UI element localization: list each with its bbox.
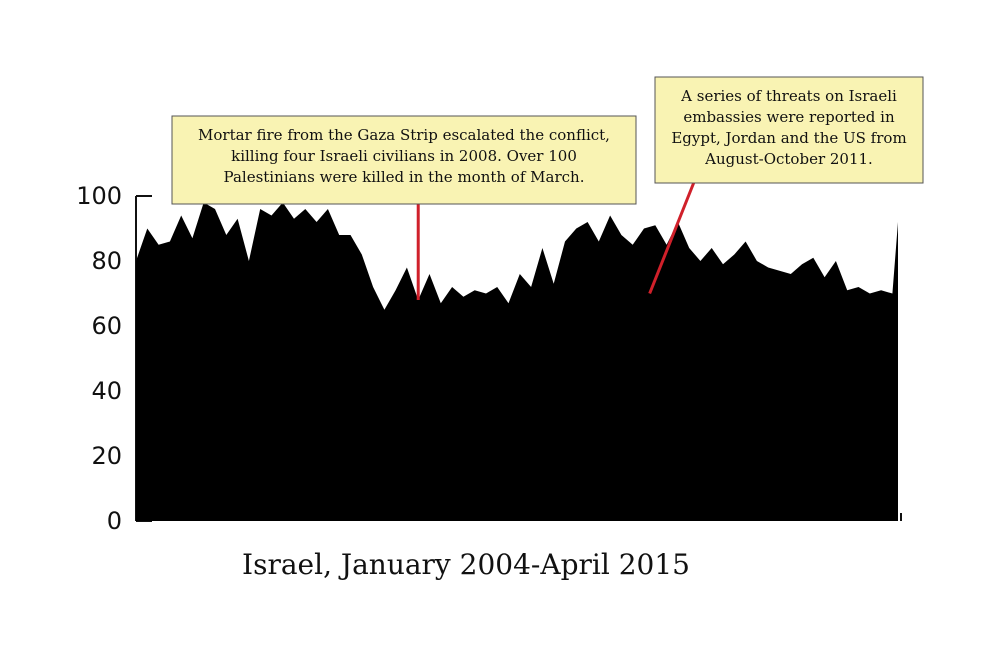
y-tick-label: 20 (91, 442, 122, 470)
y-tick-label: 100 (76, 182, 122, 210)
annotation-text-line: Mortar fire from the Gaza Strip escalate… (198, 126, 610, 144)
annotation-text-line: killing four Israeli civilians in 2008. … (231, 147, 577, 165)
annotation-box (654, 76, 924, 184)
annotation-box (171, 115, 637, 205)
y-tick-label: 60 (91, 312, 122, 340)
annotation-text-line: embassies were reported in (683, 108, 895, 126)
annotation-text-line: Palestinians were killed in the month of… (224, 168, 585, 186)
y-tick-label: 0 (107, 507, 122, 535)
annotation-text-line: Egypt, Jordan and the US from (671, 129, 906, 147)
annotation-pointer (648, 182, 696, 295)
annotations: Mortar fire from the Gaza Strip escalate… (171, 76, 924, 300)
plot-area (136, 202, 898, 521)
y-tick-label: 40 (91, 377, 122, 405)
annotation-text-line: A series of threats on Israeli (680, 87, 897, 105)
annotation-text-line: August-October 2011. (704, 150, 873, 168)
x-axis-label: Israel, January 2004-April 2015 (242, 548, 690, 581)
area-series (136, 202, 898, 521)
y-tick-label: 80 (91, 247, 122, 275)
